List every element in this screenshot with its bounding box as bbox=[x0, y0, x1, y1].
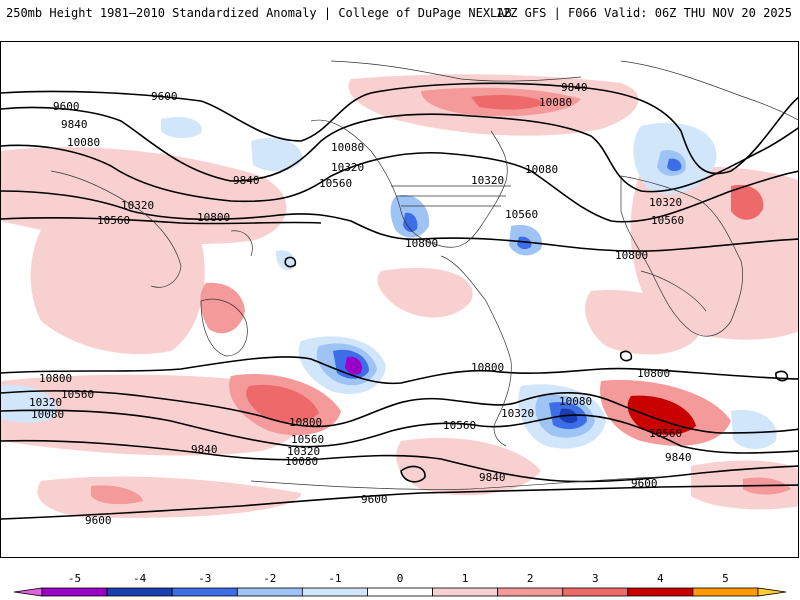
colorbar-tick-label: 1 bbox=[462, 572, 469, 585]
contour-label-10800: 10800 bbox=[405, 237, 438, 250]
colorbar-swatch bbox=[106, 587, 173, 597]
contour-label-10800: 10800 bbox=[637, 367, 670, 380]
contour-label-9600: 9600 bbox=[53, 100, 80, 113]
contour-label-9840: 9840 bbox=[61, 118, 88, 131]
contour-label-9840: 9840 bbox=[233, 174, 260, 187]
colorbar-arrow-high bbox=[757, 587, 787, 597]
contour-label-10080: 10080 bbox=[525, 163, 558, 176]
model-run-info: 12Z GFS | F066 Valid: 06Z THU NOV 20 202… bbox=[495, 6, 792, 20]
colorbar-tick-label: -5 bbox=[68, 572, 81, 585]
colorbar-swatch bbox=[301, 587, 368, 597]
contour-label-9840: 9840 bbox=[191, 443, 218, 456]
contour-label-9600: 9600 bbox=[631, 477, 658, 490]
colorbar-ticks: -5 -4 -3 -2 -1 0 1 2 3 4 5 bbox=[68, 572, 729, 585]
colorbar-swatch bbox=[367, 587, 433, 597]
contour-label-10320: 10320 bbox=[287, 445, 320, 458]
coastlines bbox=[50, 60, 798, 490]
colorbar-tick-label: -1 bbox=[328, 572, 341, 585]
colorbar-tick-label: -2 bbox=[263, 572, 276, 585]
contour-label-10800: 10800 bbox=[197, 211, 230, 224]
contour-label-10800: 10800 bbox=[39, 372, 72, 385]
contour-label-10320: 10320 bbox=[29, 396, 62, 409]
contour-label-10560: 10560 bbox=[319, 177, 352, 190]
map-title: 250mb Height 1981–2010 Standardized Anom… bbox=[6, 6, 512, 20]
colorbar-swatch bbox=[627, 587, 694, 597]
colorbar-swatch bbox=[692, 587, 759, 597]
contour-label-10560: 10560 bbox=[651, 214, 684, 227]
contour-label-10320: 10320 bbox=[471, 174, 504, 187]
contour-label-10080: 10080 bbox=[67, 136, 100, 149]
colorbar-swatch bbox=[236, 587, 303, 597]
colorbar-swatch bbox=[171, 587, 238, 597]
contour-label-9600: 9600 bbox=[361, 493, 388, 506]
contour-label-10320: 10320 bbox=[121, 199, 154, 212]
contour-label-10080: 10080 bbox=[331, 141, 364, 154]
colorbar-arrow-low bbox=[13, 587, 43, 597]
colorbar-swatch bbox=[432, 587, 499, 597]
colorbar-swatch bbox=[562, 587, 629, 597]
colorbar-tick-label: -4 bbox=[133, 572, 147, 585]
colorbar-tick-label: 4 bbox=[657, 572, 664, 585]
contour-label-10800: 10800 bbox=[289, 416, 322, 429]
contour-label-10320: 10320 bbox=[649, 196, 682, 209]
contour-label-10560: 10560 bbox=[61, 388, 94, 401]
colorbar-tick-label: -3 bbox=[198, 572, 211, 585]
contour-label-10560: 10560 bbox=[291, 433, 324, 446]
contour-label-10800: 10800 bbox=[615, 249, 648, 262]
colorbar-swatch bbox=[41, 587, 108, 597]
colorbar-swatches bbox=[13, 587, 787, 597]
anomaly-colorbar: -5 -4 -3 -2 -1 0 1 2 3 4 5 bbox=[13, 572, 787, 597]
contour-label-9840: 9840 bbox=[479, 471, 506, 484]
contour-label-10560: 10560 bbox=[97, 214, 130, 227]
colorbar-tick-label: 3 bbox=[592, 572, 599, 585]
contour-label-10800: 10800 bbox=[471, 361, 504, 374]
contour-label-10080: 10080 bbox=[559, 395, 592, 408]
contour-label-9840: 9840 bbox=[665, 451, 692, 464]
colorbar-tick-label: 0 bbox=[397, 572, 404, 585]
contour-label-10320: 10320 bbox=[501, 407, 534, 420]
height-contours bbox=[1, 82, 798, 520]
contour-label-9600: 9600 bbox=[151, 90, 178, 103]
contour-label-10560: 10560 bbox=[505, 208, 538, 221]
map-panel: 9600 9600 9840 9840 10080 10080 10080 98… bbox=[0, 41, 799, 558]
contour-label-9840: 9840 bbox=[561, 81, 588, 94]
contour-label-10560: 10560 bbox=[649, 427, 682, 440]
contour-label-9600: 9600 bbox=[85, 514, 112, 527]
contour-labels: 9600 9600 9840 9840 10080 10080 10080 98… bbox=[29, 81, 692, 527]
colorbar-tick-label: 5 bbox=[722, 572, 729, 585]
map-svg: 9600 9600 9840 9840 10080 10080 10080 98… bbox=[1, 60, 798, 527]
colorbar-tick-label: 2 bbox=[527, 572, 534, 585]
contour-label-10320: 10320 bbox=[331, 161, 364, 174]
contour-label-10560: 10560 bbox=[443, 419, 476, 432]
contour-label-10080: 10080 bbox=[539, 96, 572, 109]
contour-label-10080: 10080 bbox=[285, 455, 318, 468]
colorbar-swatch bbox=[497, 587, 564, 597]
contour-label-10080: 10080 bbox=[31, 408, 64, 421]
